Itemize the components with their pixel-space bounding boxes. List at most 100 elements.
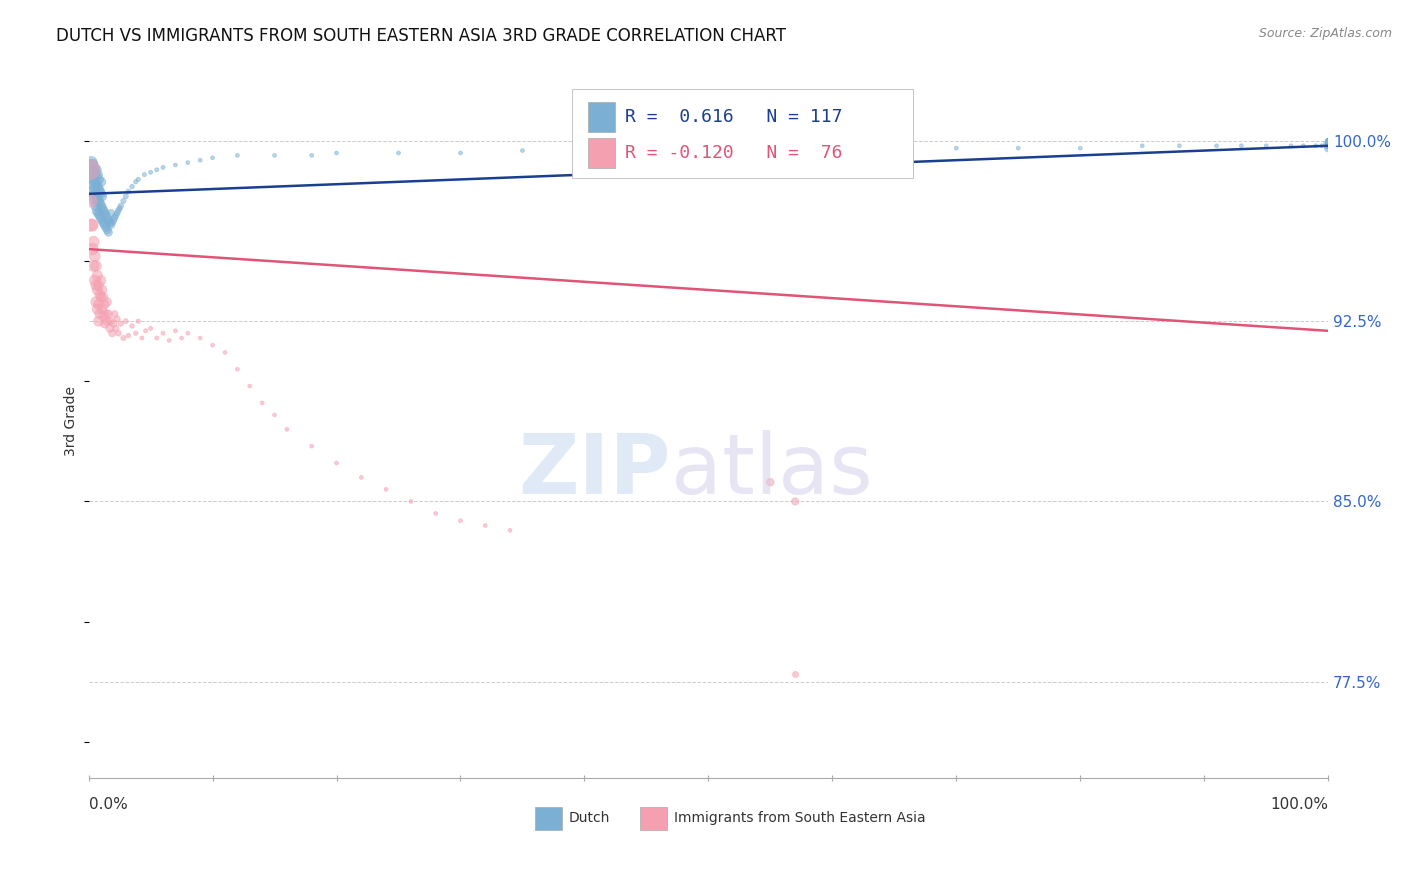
Point [499,523,522,537]
Point [90,199,112,213]
Point [821,141,844,155]
Point [146,162,169,177]
Point [86,283,108,297]
Text: R = -0.120   N =  76: R = -0.120 N = 76 [626,145,842,162]
Point [1317,134,1340,148]
Text: 0.0%: 0.0% [89,797,128,812]
Point [157,334,180,348]
Point [325,145,347,160]
Point [86,179,108,194]
FancyBboxPatch shape [572,89,912,178]
Point [84,162,107,177]
Point [201,338,224,352]
Point [1279,138,1302,153]
Point [90,211,112,225]
Point [1317,138,1340,153]
Point [1317,136,1340,151]
Point [134,168,156,182]
Point [90,273,112,287]
Point [1317,138,1340,153]
Point [108,201,131,215]
Point [86,302,108,317]
Point [1069,141,1091,155]
Point [87,194,110,208]
Point [1317,136,1340,151]
Point [125,326,148,341]
Point [112,331,135,345]
Point [89,307,111,321]
Point [83,178,105,192]
Point [165,158,187,172]
Point [1317,138,1340,153]
FancyBboxPatch shape [588,102,616,132]
Point [1130,138,1153,153]
Point [86,268,108,283]
Point [170,331,193,345]
Point [177,155,200,169]
Point [114,314,136,328]
Point [1317,138,1340,153]
Point [152,161,174,175]
Point [93,297,115,311]
Point [1317,141,1340,155]
Text: 100.0%: 100.0% [1270,797,1329,812]
Point [1317,136,1340,151]
Point [103,213,125,227]
Point [84,175,107,189]
Point [94,220,117,235]
Point [107,326,129,341]
Y-axis label: 3rd Grade: 3rd Grade [65,386,79,456]
Point [1317,138,1340,153]
Point [91,189,114,203]
Point [87,206,110,220]
Point [1317,136,1340,151]
Point [93,290,115,304]
Point [84,278,107,293]
Point [93,206,115,220]
Point [91,283,114,297]
Point [87,314,110,328]
Point [512,144,534,158]
Point [84,186,107,201]
Point [1230,138,1253,153]
Point [276,422,298,436]
Point [188,331,211,345]
Point [87,172,110,186]
Point [1317,136,1340,151]
Point [121,179,143,194]
Point [110,199,132,213]
Point [325,456,347,470]
Point [105,206,128,220]
Point [226,362,249,376]
Text: Dutch: Dutch [568,812,610,825]
Point [945,141,967,155]
Point [214,345,236,359]
Point [127,314,149,328]
Point [105,311,128,326]
Point [1317,138,1340,153]
Point [89,209,111,223]
Point [121,318,143,333]
Text: Source: ZipAtlas.com: Source: ZipAtlas.com [1258,27,1392,40]
Point [83,235,105,249]
Point [80,169,103,184]
Point [104,211,127,225]
Point [94,209,117,223]
Point [1317,138,1340,153]
Point [90,290,112,304]
Point [139,321,162,335]
Point [82,242,104,256]
Point [98,321,121,335]
Point [96,223,118,237]
Point [1305,138,1327,153]
Point [107,203,129,218]
Point [110,317,132,331]
Point [301,439,323,453]
Point [883,141,905,155]
Point [93,218,115,232]
Point [636,144,658,158]
Point [201,151,224,165]
Point [100,206,122,220]
Point [165,324,187,338]
Point [697,144,720,158]
